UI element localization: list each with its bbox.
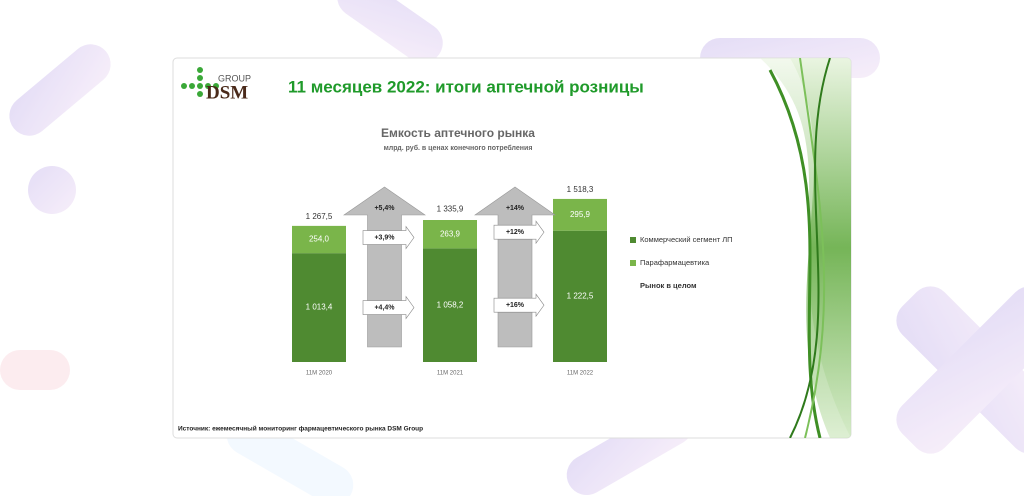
value-label: 1 222,5 (567, 291, 594, 300)
total-label: 1 518,3 (567, 185, 594, 194)
segment-arrow (493, 293, 545, 318)
legend-swatch (630, 237, 636, 243)
x-tick-label: 11M 2022 (567, 371, 594, 377)
bar (423, 220, 477, 249)
bar (292, 225, 346, 254)
legend-label: Коммерческий сегмент ЛП (640, 235, 733, 244)
segment-growth: +16% (506, 302, 525, 309)
value-label: 295,9 (570, 210, 591, 219)
bar (292, 253, 346, 362)
x-tick-label: 11M 2020 (306, 371, 333, 377)
logo: GROUP DSM (181, 67, 251, 103)
total-label: 1 335,9 (437, 205, 464, 214)
total-label: 1 267,5 (306, 212, 333, 221)
value-label: 1 058,2 (437, 300, 464, 309)
growth-arrow (343, 186, 426, 348)
total-growth: +14% (506, 205, 525, 212)
source: Источник: ежемесячный мониторинг фармаце… (178, 425, 423, 433)
segment-growth: +12% (506, 229, 525, 236)
value-label: 263,9 (440, 229, 461, 238)
green-waves (760, 58, 851, 438)
chart-title: Емкость аптечного рынка (381, 126, 535, 140)
segment-growth: +3,9% (374, 234, 395, 241)
total-growth: +5,4% (374, 205, 395, 212)
x-tick-label: 11M 2021 (437, 371, 464, 377)
legend-label: Рынок в целом (640, 281, 697, 290)
segment-growth: +4,4% (374, 304, 395, 311)
bar (553, 230, 607, 362)
plot: 1 013,4 254,0 1 267,5 11M 2020 1 058,2 263,9 1… (292, 185, 733, 377)
slide-title: 11 месяцев 2022: итоги аптечной розницы (288, 77, 644, 96)
value-label: 254,0 (309, 235, 330, 244)
segment-arrow (362, 295, 415, 320)
logo-main: DSM (206, 82, 248, 103)
segment-arrow (493, 220, 545, 245)
bar (553, 198, 607, 231)
growth-arrow (474, 186, 556, 348)
bar (423, 248, 477, 362)
legend-swatch (630, 260, 636, 266)
value-label: 1 013,4 (306, 303, 333, 312)
logo-top: GROUP (218, 73, 251, 83)
segment-arrow (362, 225, 415, 250)
legend-label: Парафармацевтика (640, 258, 710, 267)
chart-subtitle: млрд. руб. в ценах конечного потребления (384, 144, 533, 152)
